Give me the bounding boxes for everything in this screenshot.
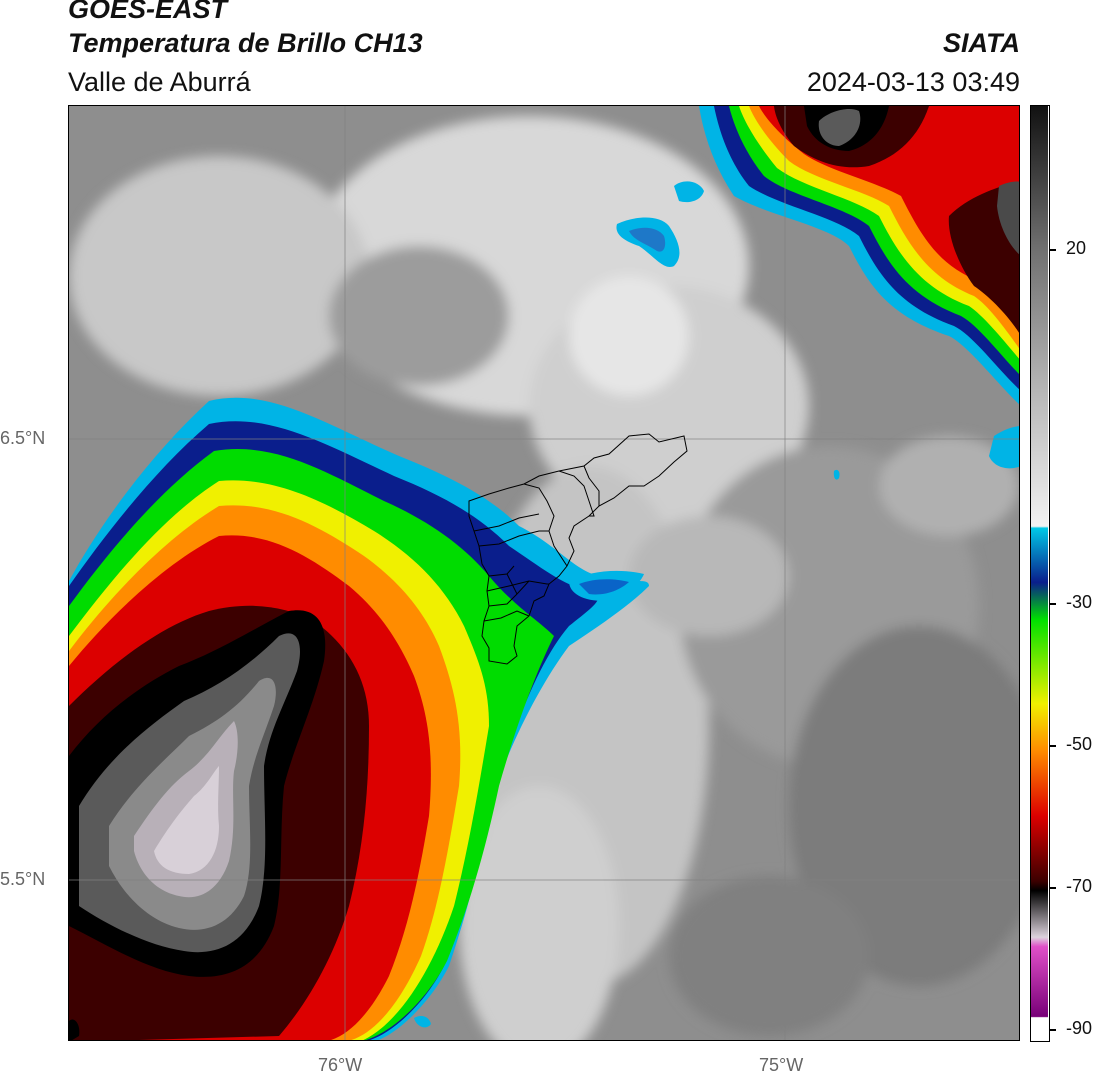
- colorbar-tick: [1050, 603, 1056, 605]
- colorbar-tick: [1050, 249, 1056, 251]
- colorbar-label-minus70: -70: [1066, 876, 1093, 896]
- organization-label: SIATA: [943, 28, 1020, 58]
- colorbar-label-minus50: -50: [1066, 734, 1093, 754]
- region-subtitle: Valle de Aburrá: [68, 67, 251, 97]
- latitude-label-5-5: 5.5°N: [0, 869, 46, 889]
- colorbar-gradient: [1031, 106, 1048, 1040]
- storm-west: [69, 397, 649, 1040]
- small-cold-cells: [69, 181, 1019, 1040]
- colorbar-label-minus90: -90: [1066, 1018, 1093, 1038]
- colorbar-tick: [1050, 745, 1056, 747]
- colorbar: [1030, 105, 1050, 1042]
- brightness-temperature-field: [69, 106, 1019, 1040]
- colorbar-tick: [1050, 887, 1056, 889]
- satellite-title: GOES-EAST: [68, 0, 228, 24]
- storm-northeast: [699, 106, 1019, 405]
- longitude-label-75w: 75°W: [759, 1055, 804, 1075]
- graticule: [69, 106, 1019, 1040]
- colorbar-label-20: 20: [1066, 238, 1087, 258]
- colorbar-label-minus30: -30: [1066, 592, 1093, 612]
- colorbar-tick: [1050, 1029, 1056, 1031]
- longitude-label-76w: 76°W: [318, 1055, 363, 1075]
- latitude-label-6-5: 6.5°N: [0, 428, 46, 448]
- datetime-label: 2024-03-13 03:49: [806, 67, 1020, 97]
- municipal-boundaries: [468, 433, 688, 665]
- product-title: Temperatura de Brillo CH13: [68, 28, 423, 58]
- satellite-map: [68, 105, 1020, 1041]
